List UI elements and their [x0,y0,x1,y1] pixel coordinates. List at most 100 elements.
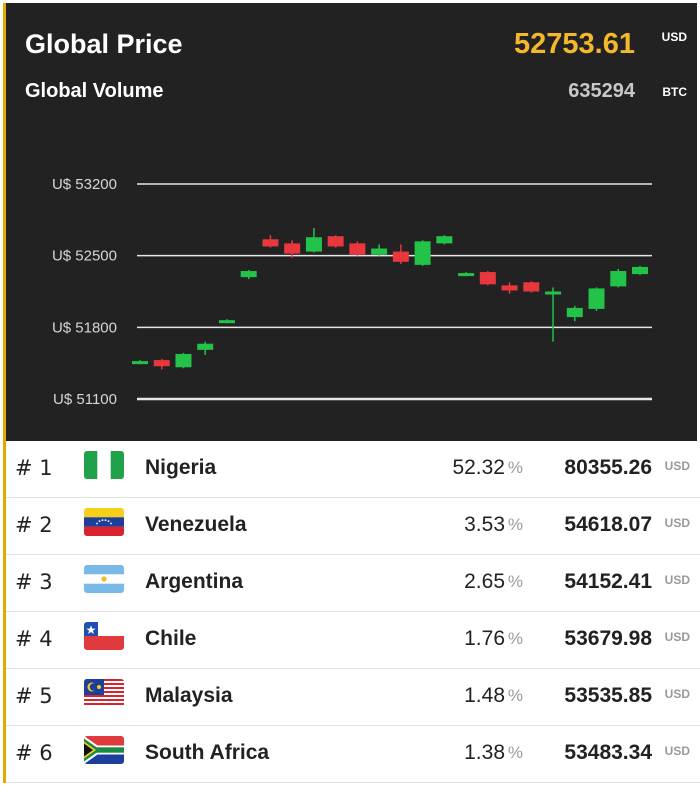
candlestick[interactable] [175,352,192,369]
local-price: 54152.41 [564,570,652,593]
candle-body [458,273,475,277]
candlestick[interactable] [458,272,475,277]
candle-body [305,237,322,252]
y-tick-label: U$ 51800 [52,319,117,336]
country-name: Malaysia [145,684,233,707]
table-row[interactable]: # 6 South Africa 1.38 % 53483.34 USD [6,726,700,783]
candle-body [371,248,388,255]
country-name: South Africa [145,741,270,764]
country-name: Venezuela [145,513,247,536]
candle-body [523,282,540,292]
candle-body [632,266,648,275]
y-tick-label: U$ 52500 [52,248,117,265]
candlestick[interactable] [632,265,648,276]
table-row[interactable]: # 3 Argentina 2.65 % 54152.41 USD [6,555,700,612]
percent-sign: % [507,515,523,534]
candlestick[interactable] [436,235,453,245]
candle-body [218,320,235,324]
candlestick[interactable] [523,281,540,293]
table-row[interactable]: # 5 Malaysia 1.48 % 53535.85 USD [6,669,700,726]
rank-label: # 2 [15,513,53,537]
rank-label: # 1 [15,456,53,480]
candlestick[interactable] [414,240,431,266]
candlestick[interactable] [566,305,583,322]
rank-label: # 3 [15,570,53,594]
percent-sign: % [507,629,523,648]
global-price-unit: USD [661,30,687,44]
candle-body [349,243,366,255]
table-row[interactable]: # 2 Venezuela 3.53 % 54618.07 USD [6,498,700,555]
candle-body [197,343,214,350]
candlestick[interactable] [327,235,344,248]
local-price: 53535.85 [564,684,652,707]
candle-body [588,288,605,309]
candle-body [414,241,431,265]
candle-body [175,353,192,368]
percent-sign: % [507,743,523,762]
market-share-percent: 3.53 [464,513,505,536]
candlestick[interactable] [371,244,388,256]
candle-body [436,236,453,244]
candle-body [153,360,170,367]
candlestick[interactable] [218,319,235,324]
price-panel: Global Price 52753.61 USD Global Volume … [3,3,697,441]
country-name: Nigeria [145,456,217,479]
candlestick[interactable] [262,235,279,248]
local-price: 53679.98 [564,627,652,650]
price-unit: USD [664,630,690,644]
venezuela-flag-icon [84,508,124,536]
market-share-percent: 1.38 [464,741,505,764]
candlestick[interactable] [240,270,257,280]
south-africa-flag-icon [84,736,124,764]
candlestick[interactable] [392,244,409,264]
candle-body [566,307,583,318]
global-volume-value: 635294 [568,80,635,102]
argentina-flag-icon [84,565,124,593]
market-share-percent: 1.76 [464,627,505,650]
candle-body [392,251,409,262]
table-row[interactable]: # 1 Nigeria 52.32 % 80355.26 USD [6,441,700,498]
chile-flag-icon [84,622,124,650]
local-price: 80355.26 [564,456,652,479]
market-share-percent: 52.32 [452,456,505,479]
candle-body [501,285,518,291]
candlestick[interactable] [132,360,148,365]
price-unit: USD [664,516,690,530]
candlestick[interactable] [545,287,562,342]
candle-body [262,239,279,247]
price-unit: USD [664,459,690,473]
candlestick[interactable] [349,241,366,256]
price-unit: USD [664,744,690,758]
price-candlestick-chart: U$ 53200 U$ 52500 U$ 51800 U$ 51100 [52,176,652,408]
price-unit: USD [664,687,690,701]
percent-sign: % [507,458,523,477]
rank-label: # 6 [15,741,53,765]
global-volume-label: Global Volume [25,80,164,102]
rank-label: # 4 [15,627,53,651]
y-tick-label: U$ 53200 [52,176,117,193]
malaysia-flag-icon [84,679,124,707]
local-price: 54618.07 [564,513,652,536]
percent-sign: % [507,572,523,591]
candlestick[interactable] [501,282,518,294]
candle-body [132,361,148,365]
percent-sign: % [507,686,523,705]
candlestick[interactable] [284,240,301,258]
global-volume-unit: BTC [662,85,687,99]
candlestick[interactable] [479,271,496,286]
price-unit: USD [664,573,690,587]
candle-body [240,271,257,278]
candlestick[interactable] [197,341,214,355]
candlestick[interactable] [305,228,322,253]
candle-body [284,243,301,254]
candle-body [327,236,344,247]
candle-body [545,291,562,295]
country-name: Argentina [145,570,244,593]
candlestick[interactable] [153,359,170,370]
table-row[interactable]: # 4 Chile 1.76 % 53679.98 USD [6,612,700,669]
candlestick[interactable] [610,268,627,288]
candle-body [479,272,496,285]
y-tick-label: U$ 51100 [53,391,117,408]
candlestick[interactable] [588,287,605,311]
